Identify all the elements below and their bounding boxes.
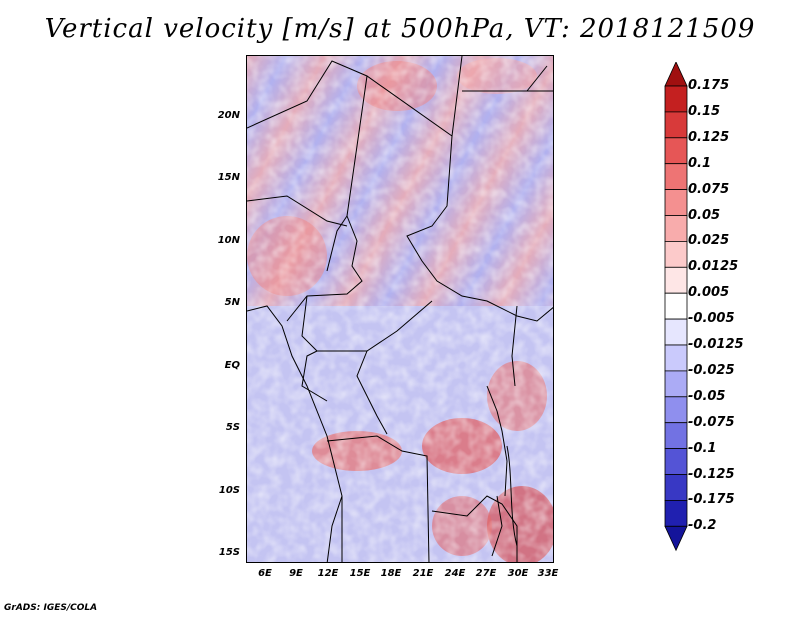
- colorbar-segment: [664, 422, 688, 450]
- lat-label-20n: 20N: [217, 110, 240, 121]
- chart-title: Vertical velocity [m/s] at 500hPa, VT: 2…: [44, 14, 756, 44]
- colorbar-label: 0.005: [688, 285, 730, 301]
- lon-label-24e: 24E: [444, 568, 466, 579]
- lon-label-9e: 9E: [289, 568, 303, 579]
- colorbar-bottom-arrow: [664, 525, 688, 552]
- colorbar-segment: [664, 474, 688, 501]
- colorbar-segment: [664, 499, 688, 527]
- colorbar-label: 0.0125: [688, 259, 739, 275]
- map-panel: [246, 55, 554, 563]
- colorbar-segment: [664, 344, 688, 372]
- colorbar-label: -0.005: [688, 311, 735, 327]
- lat-label-eq: EQ: [224, 360, 240, 371]
- colorbar-segment: [664, 396, 688, 424]
- lat-label-10n: 10N: [217, 235, 240, 246]
- colorbar-segment: [664, 240, 688, 268]
- lon-label-27e: 27E: [475, 568, 497, 579]
- colorbar: [664, 62, 688, 552]
- colorbar-segment: [664, 318, 688, 346]
- colorbar-label: 0.15: [688, 103, 721, 119]
- colorbar-label: 0.125: [688, 129, 730, 145]
- lat-label-10s: 10S: [218, 485, 240, 496]
- colorbar-segment: [664, 448, 688, 475]
- colorbar-label: 0.1: [688, 155, 712, 171]
- lon-label-12e: 12E: [317, 568, 339, 579]
- colorbar-label: 0.05: [688, 207, 721, 223]
- colorbar-segment: [664, 266, 688, 294]
- colorbar-segment: [664, 215, 688, 242]
- lat-label-5n: 5N: [224, 297, 240, 308]
- colorbar-label: -0.1: [688, 440, 717, 456]
- lat-label-15n: 15N: [217, 172, 240, 183]
- lat-label-5s: 5S: [225, 422, 240, 433]
- colorbar-segment: [664, 137, 688, 165]
- colorbar-label: 0.175: [688, 78, 730, 93]
- lon-label-30e: 30E: [507, 568, 529, 579]
- grads-credit: GrADS: IGES/COLA: [4, 603, 98, 613]
- lon-label-21e: 21E: [412, 568, 434, 579]
- colorbar-top-arrow: [664, 62, 688, 87]
- colorbar-label: -0.05: [688, 388, 726, 404]
- colorbar-label: 0.025: [688, 233, 730, 249]
- colorbar-segment: [664, 292, 688, 320]
- lat-label-15s: 15S: [218, 547, 240, 558]
- velocity-field: [247, 56, 553, 562]
- colorbar-label: -0.075: [688, 414, 735, 430]
- colorbar-segment: [664, 85, 688, 113]
- colorbar-label: -0.175: [688, 492, 735, 508]
- colorbar-label: -0.2: [688, 518, 717, 534]
- colorbar-label: -0.0125: [688, 337, 744, 352]
- colorbar-label: -0.125: [688, 466, 735, 482]
- colorbar-label: -0.025: [688, 362, 735, 378]
- lon-label-6e: 6E: [258, 568, 272, 579]
- colorbar-segment: [664, 111, 688, 139]
- colorbar-segment: [664, 163, 688, 190]
- colorbar-segment: [664, 189, 688, 216]
- lon-label-18e: 18E: [380, 568, 402, 579]
- lon-label-15e: 15E: [349, 568, 371, 579]
- colorbar-label: 0.075: [688, 181, 730, 197]
- lon-label-33e: 33E: [537, 568, 559, 579]
- colorbar-segment: [664, 370, 688, 398]
